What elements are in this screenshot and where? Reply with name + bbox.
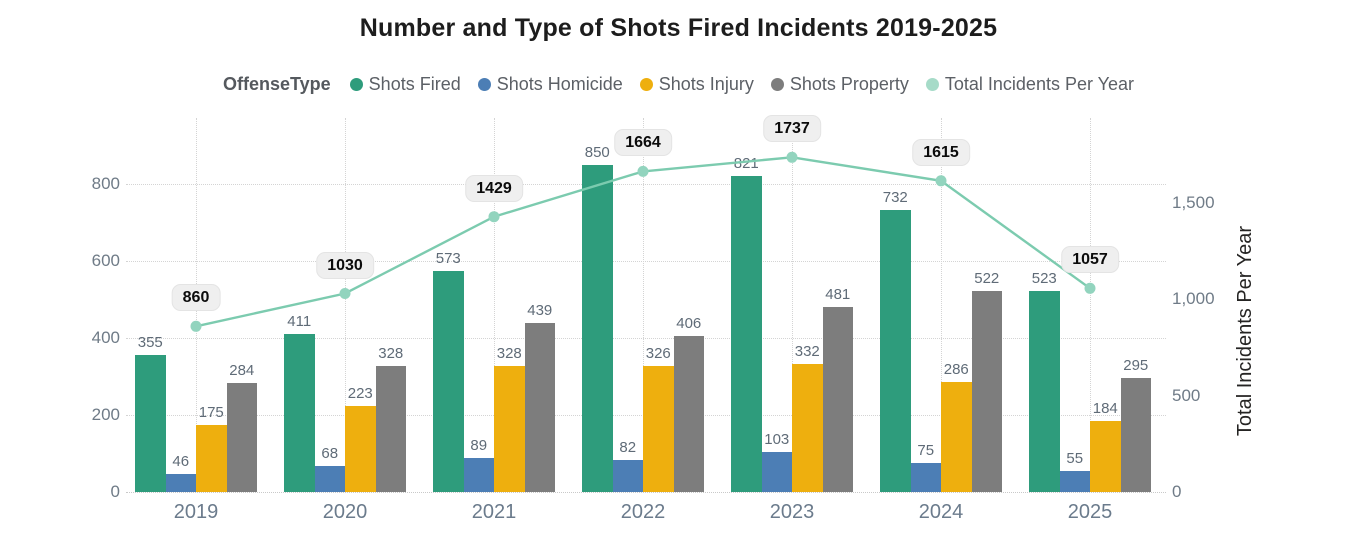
total-callout-2020: 1030: [316, 251, 374, 279]
bar-shots-property-2025[interactable]: [1120, 378, 1151, 492]
legend-item-label: Shots Homicide: [496, 73, 623, 94]
x-axis-label-2025: 2025: [1067, 501, 1113, 523]
bar-value-label: 68: [321, 445, 339, 462]
total-callout-2019: 860: [171, 284, 221, 312]
legend-dot-icon: [349, 77, 363, 91]
bar-shots-property-2020[interactable]: [375, 366, 406, 492]
bar-shots-homicide-2022[interactable]: [612, 460, 643, 492]
bar-value-label: 295: [1123, 357, 1149, 374]
right-axis-tick: 1,500: [1172, 192, 1215, 212]
left-axis-tick: 0: [110, 482, 120, 501]
bar-shots-homicide-2019[interactable]: [165, 474, 196, 492]
bar-shots-property-2023[interactable]: [822, 307, 853, 492]
bar-shots-injury-2020[interactable]: [345, 406, 376, 492]
bar-value-label: 411: [287, 313, 312, 330]
bar-value-label: 328: [378, 345, 404, 362]
legend-dot-icon: [477, 77, 491, 91]
right-axis-tick: 500: [1172, 385, 1201, 405]
bar-shots-injury-2022[interactable]: [643, 366, 674, 492]
x-axis-line: [126, 492, 1166, 493]
total-callout-2025: 1057: [1061, 246, 1119, 274]
right-axis-tick: 0: [1172, 482, 1182, 501]
bar-value-label: 326: [645, 345, 671, 362]
bar-shots-injury-2023[interactable]: [792, 364, 823, 492]
bar-value-label: 75: [917, 442, 935, 459]
total-callout-2024: 1615: [912, 138, 970, 166]
horizontal-gridline: [126, 184, 1166, 185]
bar-shots-property-2022[interactable]: [673, 336, 704, 492]
bar-shots-fired-2020[interactable]: [284, 334, 315, 492]
left-axis-tick: 400: [91, 328, 120, 347]
total-callout-2021: 1429: [465, 174, 523, 202]
x-axis-label-2022: 2022: [620, 501, 666, 523]
bar-shots-injury-2021[interactable]: [494, 366, 525, 492]
bar-value-label: 406: [676, 315, 702, 332]
bar-value-label: 175: [198, 404, 224, 421]
bar-value-label: 284: [229, 362, 255, 379]
bar-value-label: 332: [794, 343, 820, 360]
right-axis-tick: 1,000: [1172, 289, 1215, 309]
bar-shots-property-2019[interactable]: [226, 383, 257, 492]
legend-dot-icon: [639, 77, 653, 91]
bar-value-label: 89: [470, 437, 488, 454]
legend-item-label: Shots Property: [789, 73, 909, 94]
legend-dot-icon: [770, 77, 784, 91]
legend: OffenseType Shots Fired Shots Homicide Sho…: [0, 70, 1357, 98]
legend-item-label: Shots Injury: [658, 73, 754, 94]
bar-shots-fired-2019[interactable]: [135, 355, 166, 492]
right-axis-title: Total Incidents Per Year: [1234, 225, 1256, 437]
x-axis-label-2023: 2023: [769, 501, 815, 523]
bar-shots-homicide-2020[interactable]: [314, 466, 345, 492]
legend-item-shots-injury[interactable]: Shots Injury: [639, 73, 754, 95]
bar-value-label: 103: [764, 431, 790, 448]
bar-shots-homicide-2024[interactable]: [910, 463, 941, 492]
bar-shots-property-2024[interactable]: [971, 291, 1002, 492]
bar-shots-fired-2021[interactable]: [433, 271, 464, 492]
bar-value-label: 82: [619, 439, 637, 456]
total-callout-2023: 1737: [763, 115, 821, 143]
bar-value-label: 184: [1092, 400, 1118, 417]
bar-shots-homicide-2023[interactable]: [761, 452, 792, 492]
chart-title: Number and Type of Shots Fired Incidents…: [359, 14, 998, 42]
x-axis-label-2021: 2021: [471, 501, 517, 523]
bar-shots-injury-2025[interactable]: [1090, 421, 1121, 492]
left-axis-tick: 600: [91, 251, 120, 270]
bar-shots-injury-2024[interactable]: [941, 382, 972, 492]
left-axis-tick: 200: [91, 405, 120, 424]
legend-title: OffenseType: [222, 73, 331, 94]
bar-value-label: 573: [435, 250, 461, 267]
bar-shots-homicide-2021[interactable]: [463, 458, 494, 492]
bar-value-label: 439: [527, 302, 553, 319]
bar-value-label: 481: [825, 286, 851, 303]
horizontal-gridline: [126, 338, 1166, 339]
bar-value-label: 522: [974, 270, 1000, 287]
legend-item-total-incidents-per-year[interactable]: Total Incidents Per Year: [925, 73, 1135, 95]
bar-value-label: 328: [496, 345, 522, 362]
x-axis-label-2019: 2019: [173, 501, 219, 523]
bar-value-label: 821: [733, 155, 759, 172]
legend-dot-icon: [925, 77, 939, 91]
bar-shots-property-2021[interactable]: [524, 323, 555, 492]
horizontal-gridline: [126, 261, 1166, 262]
x-axis-label-2020: 2020: [322, 501, 368, 523]
x-axis-label-2024: 2024: [918, 501, 964, 523]
bar-shots-injury-2019[interactable]: [196, 425, 227, 492]
left-axis-tick: 800: [91, 174, 120, 193]
legend-item-label: Shots Fired: [368, 73, 461, 94]
bar-value-label: 223: [347, 385, 373, 402]
legend-item-shots-fired[interactable]: Shots Fired: [349, 73, 461, 95]
bar-value-label: 732: [882, 189, 908, 206]
bar-shots-homicide-2025[interactable]: [1059, 471, 1090, 492]
total-callout-2022: 1664: [614, 129, 672, 157]
legend-item-shots-homicide[interactable]: Shots Homicide: [477, 73, 623, 95]
bar-value-label: 355: [137, 334, 163, 351]
bar-value-label: 286: [943, 361, 969, 378]
legend-item-label: Total Incidents Per Year: [944, 73, 1135, 94]
legend-item-shots-property[interactable]: Shots Property: [770, 73, 909, 95]
bar-value-label: 55: [1066, 450, 1084, 467]
bar-value-label: 46: [172, 453, 190, 470]
